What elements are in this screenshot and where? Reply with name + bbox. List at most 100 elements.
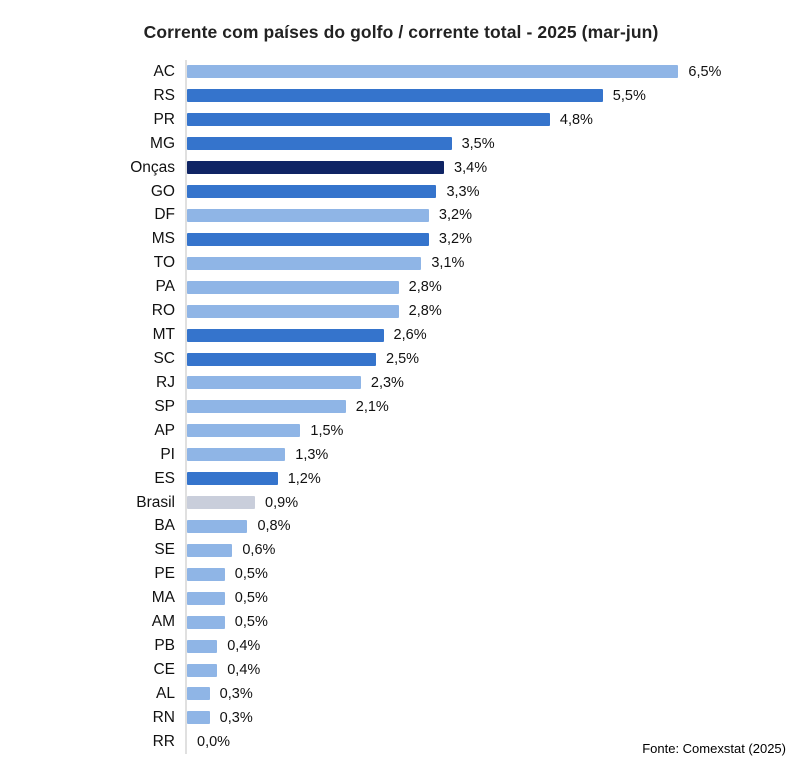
value-label: 0,5% bbox=[234, 566, 268, 583]
bar bbox=[187, 543, 233, 557]
bar-row: AC 6,5% bbox=[0, 60, 802, 84]
bar-row: SE 0,6% bbox=[0, 538, 802, 563]
bar-track: 0,5% bbox=[185, 586, 802, 611]
bar-track: 6,5% bbox=[185, 60, 802, 84]
category-label: Onças bbox=[130, 158, 175, 176]
category-label: AC bbox=[153, 62, 175, 80]
bar-track: 2,5% bbox=[185, 347, 802, 371]
bar-track: 0,3% bbox=[185, 681, 802, 706]
category-label: GO bbox=[150, 182, 175, 200]
bar-row: PA 2,8% bbox=[0, 275, 802, 300]
bar-row: RN 0,3% bbox=[0, 705, 802, 730]
bar bbox=[187, 639, 218, 653]
bar-row: SC 2,5% bbox=[0, 347, 802, 371]
bar-row: BA 0,8% bbox=[0, 514, 802, 539]
bar bbox=[187, 232, 429, 246]
value-label: 0,5% bbox=[234, 590, 268, 607]
bar bbox=[187, 328, 384, 342]
value-label: 0,8% bbox=[257, 518, 291, 535]
value-label: 0,3% bbox=[219, 685, 253, 702]
category-label: MG bbox=[150, 134, 175, 152]
category-label: ES bbox=[154, 469, 175, 487]
bar-track: 3,1% bbox=[185, 251, 802, 276]
bar bbox=[187, 113, 550, 127]
bar-row: AM 0,5% bbox=[0, 610, 802, 635]
bar-row: ES 1,2% bbox=[0, 466, 802, 491]
bar bbox=[187, 208, 429, 222]
bar bbox=[187, 663, 218, 677]
bar-row: RO 2,8% bbox=[0, 299, 802, 324]
category-label: SE bbox=[154, 541, 175, 559]
bar bbox=[187, 496, 256, 510]
bar bbox=[187, 591, 225, 605]
bar-row: DF 3,2% bbox=[0, 203, 802, 228]
bar bbox=[187, 567, 225, 581]
bar-row: PE 0,5% bbox=[0, 562, 802, 587]
value-label: 0,4% bbox=[227, 638, 261, 655]
bar bbox=[187, 472, 278, 486]
bar-track: 0,9% bbox=[185, 490, 802, 515]
bar-row: SP 2,1% bbox=[0, 394, 802, 419]
category-label: PE bbox=[154, 565, 175, 583]
category-label: PI bbox=[160, 445, 175, 463]
bar-track: 3,4% bbox=[185, 155, 802, 180]
bar bbox=[187, 448, 286, 462]
bar bbox=[187, 376, 361, 390]
value-label: 0,4% bbox=[227, 662, 261, 678]
category-label: RS bbox=[153, 86, 175, 104]
bar-track: 2,8% bbox=[185, 275, 802, 300]
bar-track: 1,5% bbox=[185, 418, 802, 443]
bar-row: AP 1,5% bbox=[0, 418, 802, 443]
bar bbox=[187, 65, 679, 79]
bar-track: 0,5% bbox=[185, 562, 802, 587]
bar bbox=[187, 89, 603, 103]
value-label: 3,2% bbox=[438, 207, 472, 224]
value-label: 1,5% bbox=[310, 422, 344, 439]
category-label: MS bbox=[151, 230, 175, 248]
bar-track: 2,8% bbox=[185, 299, 802, 324]
bar-row: RS 5,5% bbox=[0, 83, 802, 108]
bar bbox=[187, 352, 376, 366]
bar-row: PB 0,4% bbox=[0, 634, 802, 659]
bar bbox=[187, 304, 399, 318]
category-label: PA bbox=[155, 278, 175, 296]
value-label: 3,4% bbox=[454, 159, 488, 176]
bar bbox=[187, 424, 301, 438]
category-label: PR bbox=[153, 110, 175, 128]
bar-track: 5,5% bbox=[185, 83, 802, 108]
value-label: 0,3% bbox=[219, 709, 253, 726]
category-label: Brasil bbox=[136, 493, 175, 511]
category-label: CE bbox=[153, 661, 175, 678]
value-label: 2,5% bbox=[386, 351, 420, 368]
bar-track: 3,5% bbox=[185, 131, 802, 156]
value-label: 0,9% bbox=[265, 494, 299, 511]
bar-track: 0,0% bbox=[185, 729, 802, 754]
value-label: 0,0% bbox=[197, 733, 231, 750]
bar-track: 0,8% bbox=[185, 514, 802, 539]
category-label: RO bbox=[151, 302, 175, 320]
value-label: 0,6% bbox=[242, 542, 276, 559]
bar-track: 3,2% bbox=[185, 227, 802, 252]
bar bbox=[187, 280, 399, 294]
bar-row: RJ 2,3% bbox=[0, 370, 802, 395]
bar-track: 0,3% bbox=[185, 705, 802, 730]
bar bbox=[187, 711, 210, 725]
value-label: 0,5% bbox=[234, 614, 268, 631]
category-label: DF bbox=[154, 206, 175, 224]
bar-track: 3,3% bbox=[185, 179, 802, 204]
bar-row: MG 3,5% bbox=[0, 131, 802, 156]
value-label: 2,3% bbox=[370, 374, 404, 391]
bar-row: Brasil 0,9% bbox=[0, 490, 802, 515]
category-label: BA bbox=[154, 517, 175, 535]
bar bbox=[187, 161, 445, 175]
value-label: 3,1% bbox=[431, 255, 465, 272]
value-label: 3,3% bbox=[446, 183, 480, 200]
bar-track: 1,3% bbox=[185, 442, 802, 467]
value-label: 3,5% bbox=[461, 135, 495, 152]
bar-row: CE 0,4% bbox=[0, 658, 802, 682]
bar-track: 0,4% bbox=[185, 658, 802, 682]
bar-row: PR 4,8% bbox=[0, 107, 802, 132]
category-label: SP bbox=[154, 397, 175, 415]
value-label: 1,3% bbox=[295, 446, 329, 463]
bar-row: PI 1,3% bbox=[0, 442, 802, 467]
